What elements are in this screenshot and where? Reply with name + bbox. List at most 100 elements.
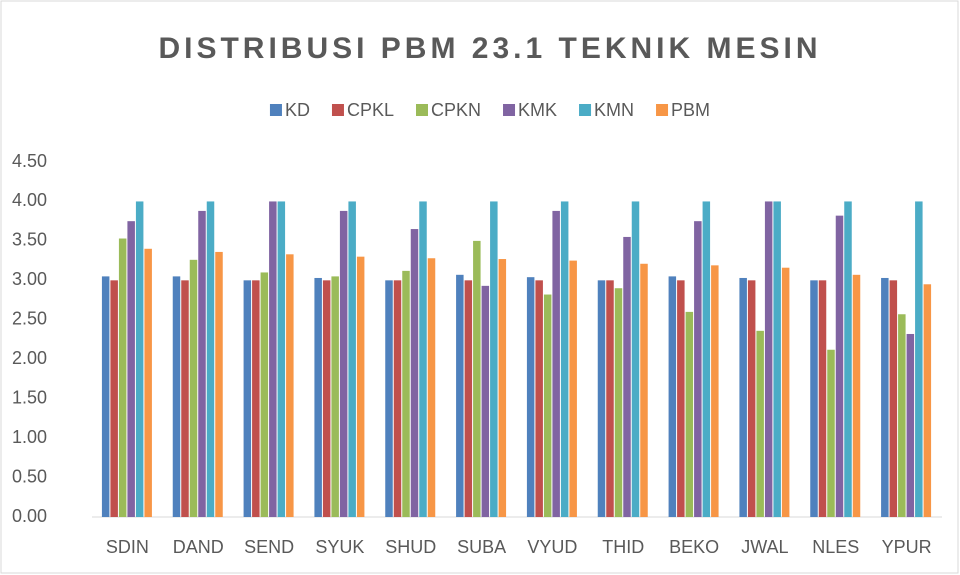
legend-label: PBM: [671, 100, 710, 120]
x-tick-label: SEND: [244, 537, 294, 557]
bar: [614, 288, 623, 517]
x-tick-label: BEKO: [669, 537, 719, 557]
y-tick-label: 2.00: [12, 348, 47, 368]
bar: [490, 201, 498, 517]
bar: [427, 258, 436, 517]
bar: [118, 238, 127, 517]
bar: [694, 221, 702, 517]
legend-label: KD: [285, 100, 310, 120]
bar: [597, 280, 606, 517]
bar: [127, 221, 135, 517]
bar: [456, 274, 464, 517]
x-tick-label: DAND: [173, 537, 224, 557]
bar: [640, 263, 648, 517]
legend-swatch: [269, 104, 282, 116]
y-tick-label: 2.50: [12, 309, 47, 329]
y-tick-label: 0.50: [12, 466, 47, 486]
bar: [402, 270, 410, 517]
bar: [606, 280, 614, 517]
bar: [348, 201, 356, 517]
bar: [135, 201, 144, 517]
bar: [101, 276, 110, 517]
bar: [277, 201, 286, 517]
bar: [252, 280, 260, 517]
bar: [781, 267, 790, 517]
legend-label: KMN: [594, 100, 634, 120]
bar: [314, 277, 322, 517]
x-tick-label: NLES: [812, 537, 859, 557]
x-tick-label: SDIN: [106, 537, 149, 557]
bar: [181, 280, 189, 517]
bar: [569, 260, 577, 517]
x-tick-label: SYUK: [315, 537, 364, 557]
bar: [923, 284, 932, 517]
legend-swatch: [503, 104, 516, 116]
bar: [243, 280, 252, 517]
bar: [739, 277, 747, 517]
bar: [668, 276, 677, 517]
y-tick-label: 4.50: [12, 151, 47, 171]
bar: [711, 265, 719, 517]
legend-swatch: [331, 104, 344, 116]
legend: KD CPKL CPKN KMK KMN PBM: [269, 100, 710, 120]
bar: [172, 276, 181, 517]
bar: [844, 201, 852, 517]
bar: [464, 280, 473, 517]
y-tick-label: 0.00: [12, 506, 47, 526]
x-tick-label: YPUR: [882, 537, 932, 557]
legend-swatch: [416, 104, 428, 116]
y-tick-label: 4.00: [12, 190, 47, 210]
bar: [552, 210, 560, 517]
bar: [393, 280, 402, 517]
legend-label: CPKL: [347, 100, 394, 120]
bar: [818, 280, 827, 517]
bar: [110, 280, 118, 517]
bar: [810, 280, 818, 517]
legend-label: KMK: [518, 100, 557, 120]
bar: [764, 201, 773, 517]
bar: [756, 330, 764, 517]
bar: [543, 294, 552, 517]
bar: [410, 229, 419, 518]
bar: [889, 280, 898, 517]
bar: [473, 240, 481, 517]
bar: [898, 314, 906, 517]
bar: [677, 280, 685, 517]
bar: [385, 280, 393, 517]
bar: [189, 259, 198, 517]
x-tick-label: SHUD: [385, 537, 436, 557]
bar: [339, 210, 348, 517]
y-tick-label: 3.00: [12, 269, 47, 289]
bar: [773, 201, 781, 517]
bar: [526, 277, 535, 517]
bar: [198, 210, 206, 517]
bar: [535, 280, 543, 517]
bar: [906, 333, 915, 517]
bar: [623, 236, 631, 517]
bar: [747, 280, 756, 517]
bar: [702, 201, 711, 517]
bar: [827, 349, 835, 517]
bar: [215, 251, 223, 517]
bar: [481, 285, 490, 517]
y-tick-label: 3.50: [12, 230, 47, 250]
x-tick-label: SUBA: [457, 537, 506, 557]
legend-swatch: [656, 104, 669, 116]
bar: [260, 272, 269, 517]
bar: [322, 280, 331, 517]
bar: [331, 276, 339, 517]
bar: [631, 201, 640, 517]
bar: [356, 256, 365, 517]
bar: [269, 201, 277, 517]
bar: [419, 201, 427, 517]
bar: [560, 201, 569, 517]
bar: [915, 201, 923, 517]
legend-label: CPKN: [431, 100, 481, 120]
legend-swatch: [579, 104, 592, 116]
bar: [144, 248, 152, 517]
bar: [685, 311, 694, 517]
bar: [835, 215, 844, 517]
bar: [881, 277, 889, 517]
x-tick-label: VYUD: [527, 537, 577, 557]
